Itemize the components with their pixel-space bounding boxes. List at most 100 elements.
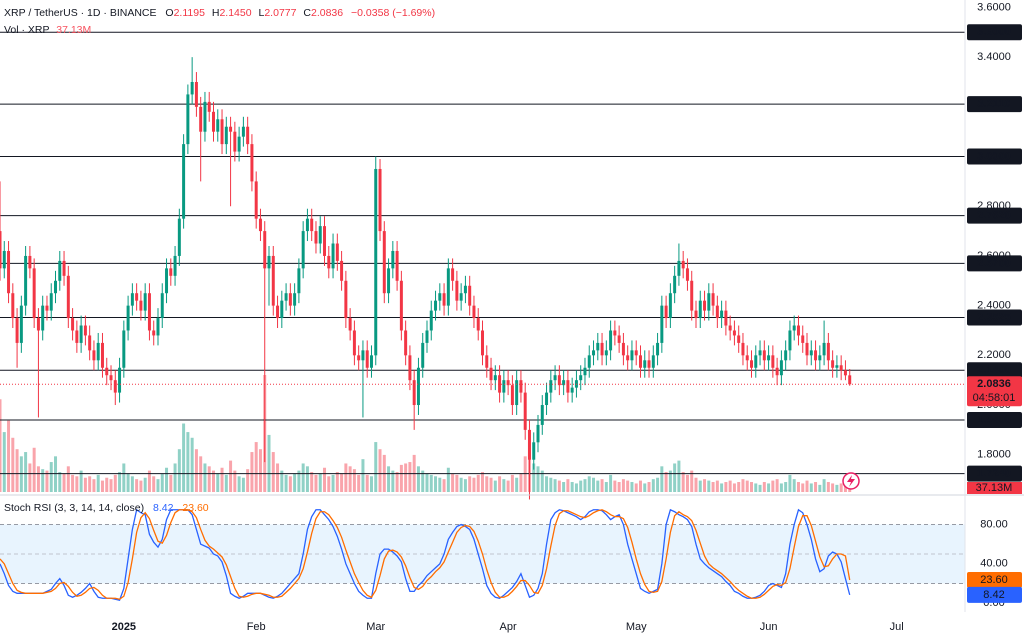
volume-bar	[267, 434, 271, 492]
candle-body	[156, 318, 160, 336]
volume-bar	[288, 476, 292, 492]
level-label-box	[967, 148, 1022, 165]
volume-bar	[348, 466, 352, 492]
volume-bar	[681, 472, 685, 492]
candle-body	[58, 260, 62, 281]
volume-bar	[839, 483, 843, 492]
candle-body	[54, 280, 58, 294]
candle-body	[49, 293, 53, 311]
candle-body	[425, 330, 429, 343]
volume-value: 37.13M	[56, 24, 91, 36]
level-label-box	[967, 362, 1022, 379]
volume-bar	[613, 480, 617, 492]
candle-body	[626, 355, 630, 361]
candle-body	[293, 293, 297, 306]
volume-bar	[147, 470, 151, 492]
candle-body	[416, 367, 420, 406]
volume-bar	[690, 470, 694, 492]
volume-bar	[88, 476, 92, 492]
candle-body	[771, 355, 775, 368]
volume-bar	[36, 466, 40, 492]
candle-body	[754, 355, 758, 368]
volume-bar	[540, 470, 544, 492]
candle-body	[199, 106, 203, 132]
candle-body	[79, 325, 83, 343]
volume-bar	[374, 442, 378, 492]
candle-body	[673, 275, 677, 294]
candle-body	[45, 305, 49, 311]
volume-bar	[549, 477, 553, 492]
volume-bar	[762, 482, 766, 492]
candle-body	[122, 330, 126, 368]
candle-body	[446, 268, 450, 306]
volume-bar	[596, 480, 600, 492]
candle-body	[152, 330, 156, 336]
candle-body	[613, 330, 617, 336]
candle-body	[523, 392, 527, 430]
candle-body	[100, 342, 104, 368]
volume-bar	[233, 470, 237, 492]
candle-body	[224, 126, 228, 145]
level-label-box	[967, 465, 1022, 482]
volume-bar	[703, 479, 707, 492]
volume-bar	[583, 479, 587, 492]
volume-bar	[502, 479, 506, 492]
volume-bar	[463, 479, 467, 492]
candle-body	[796, 325, 800, 336]
level-label: 3.2110	[977, 98, 1010, 110]
candle-body	[165, 268, 169, 294]
volume-bar	[212, 470, 215, 492]
candle-body	[715, 305, 719, 319]
candle-body	[340, 260, 344, 281]
volume-bar	[19, 456, 23, 492]
candle-body	[463, 285, 467, 294]
candle-body	[476, 318, 480, 331]
volume-bar	[190, 437, 194, 492]
volume-bar	[250, 452, 254, 492]
candle-body	[621, 342, 625, 356]
candle-body	[566, 380, 570, 393]
volume-bar	[698, 480, 702, 492]
volume-bar	[28, 463, 32, 492]
candle-body	[540, 405, 544, 425]
candle-body	[600, 342, 604, 356]
candle-body	[510, 385, 514, 406]
volume-bar	[109, 479, 113, 492]
volume-bar	[801, 483, 805, 492]
candle-body	[707, 293, 711, 311]
volume-bar	[647, 482, 651, 492]
y-tick-label: 2.4000	[977, 300, 1011, 312]
candle-body	[677, 260, 681, 276]
ohlc-value: 2.1195	[174, 7, 205, 19]
candle-body	[779, 360, 783, 376]
volume-bar	[515, 477, 519, 492]
stoch-d-box	[967, 571, 1022, 588]
volume-bar	[600, 479, 604, 492]
volume-bar	[673, 463, 677, 492]
volume-bar	[156, 479, 160, 492]
volume-last-box	[967, 482, 1022, 494]
candle-body	[557, 375, 561, 386]
volume-bar	[118, 472, 122, 492]
volume-bar	[779, 483, 783, 492]
volume-bar	[314, 474, 318, 492]
candle-body	[177, 218, 181, 256]
volume-bar	[737, 482, 741, 492]
stoch-title: Stoch RSI (3, 3, 14, 14, close)	[4, 502, 144, 514]
candle-body	[139, 300, 143, 311]
volume-bar	[122, 463, 126, 492]
volume-bar	[100, 480, 104, 492]
candle-body	[105, 367, 109, 376]
volume-bar	[831, 483, 835, 492]
alert-icon[interactable]	[842, 472, 860, 490]
y-tick-label: 2.2000	[977, 349, 1011, 361]
candle-body	[229, 126, 233, 132]
candle-body	[472, 305, 476, 319]
candle-body	[429, 310, 433, 331]
volume-bar	[24, 452, 28, 492]
volume-bar	[592, 477, 596, 492]
volume-bar	[446, 467, 450, 492]
candle-body	[758, 350, 762, 356]
volume-bar	[143, 477, 147, 492]
candle-body	[493, 375, 497, 381]
